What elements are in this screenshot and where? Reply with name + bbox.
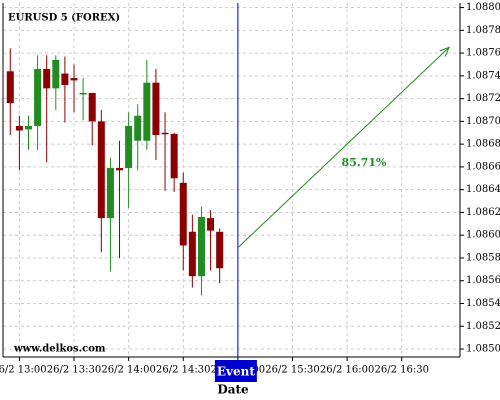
- x-tick-label: 26/2 13:30: [47, 365, 101, 376]
- candle-body: [161, 132, 169, 135]
- candle-body: [43, 69, 51, 89]
- y-tick-label: 1.0876: [466, 48, 500, 59]
- candle-body: [34, 69, 42, 126]
- candle-body: [179, 182, 187, 246]
- x-tick-label: 26/2 15:30: [265, 365, 319, 376]
- candle-body: [216, 231, 224, 269]
- x-tick-label: 26/2 13:00: [0, 365, 47, 376]
- candle-body: [188, 231, 196, 277]
- arrow-head: [439, 46, 451, 57]
- y-tick-label: 1.0870: [466, 116, 500, 127]
- x-tick-label: 26/2 16:00: [320, 365, 374, 376]
- candle-body: [125, 125, 133, 169]
- y-tick-label: 1.0878: [466, 25, 500, 36]
- y-tick-label: 1.0862: [466, 207, 500, 218]
- candle-body: [61, 73, 69, 85]
- candle-body: [70, 78, 78, 81]
- x-tick-label: 26/2 14:00: [101, 365, 155, 376]
- candle-body: [106, 168, 114, 219]
- x-tick-label: 26/2 16:30: [375, 365, 429, 376]
- y-tick-label: 1.0854: [466, 298, 500, 309]
- candle-body: [170, 133, 178, 179]
- y-tick-label: 1.0880: [466, 2, 500, 13]
- candle-body: [197, 216, 205, 277]
- candle-body: [152, 82, 160, 136]
- y-tick-label: 1.0872: [466, 93, 500, 104]
- watermark: www.delkos.com: [13, 344, 106, 355]
- y-tick-label: 1.0850: [466, 344, 500, 355]
- candle-body: [24, 125, 32, 130]
- candle-body: [97, 121, 105, 219]
- candle-body: [134, 115, 142, 141]
- candle-body: [207, 218, 215, 231]
- y-tick-label: 1.0856: [466, 275, 500, 286]
- event-label: Event: [217, 365, 255, 379]
- candle-body: [88, 92, 96, 122]
- candle-body: [6, 71, 14, 104]
- y-tick-label: 1.0868: [466, 139, 500, 150]
- y-tick-label: 1.0866: [466, 161, 500, 172]
- y-tick-label: 1.0874: [466, 70, 500, 81]
- chart-title: EURUSD 5 (FOREX): [8, 13, 120, 24]
- y-tick-label: 1.0858: [466, 252, 500, 263]
- y-tick-label: 1.0860: [466, 230, 500, 241]
- candle-body: [143, 82, 151, 141]
- arrow-label: 85.71%: [342, 156, 387, 169]
- candle-body: [79, 92, 87, 95]
- event-box: [214, 360, 257, 382]
- candle-body: [116, 168, 124, 171]
- x-axis-label: Date: [217, 383, 249, 397]
- candle-body: [15, 125, 23, 131]
- forecast-arrow: [237, 47, 450, 249]
- y-tick-label: 1.0864: [466, 184, 500, 195]
- candle-body: [52, 59, 60, 89]
- x-tick-label: 26/2 14:30: [156, 365, 210, 376]
- y-tick-label: 1.0852: [466, 321, 500, 332]
